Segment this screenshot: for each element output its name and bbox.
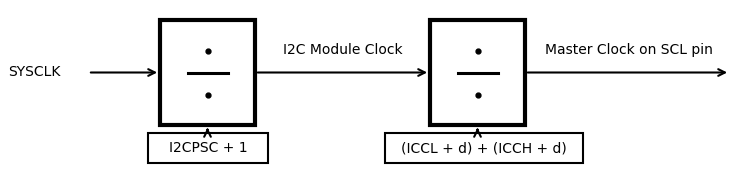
Bar <box>160 20 255 125</box>
Bar <box>430 20 525 125</box>
Text: I2C Module Clock: I2C Module Clock <box>282 43 403 57</box>
Bar <box>148 133 268 163</box>
Text: SYSCLK: SYSCLK <box>8 65 60 79</box>
Text: I2CPSC + 1: I2CPSC + 1 <box>169 141 247 155</box>
Text: Master Clock on SCL pin: Master Clock on SCL pin <box>545 43 713 57</box>
Text: (ICCL + d) + (ICCH + d): (ICCL + d) + (ICCH + d) <box>401 141 567 155</box>
Bar <box>385 133 583 163</box>
